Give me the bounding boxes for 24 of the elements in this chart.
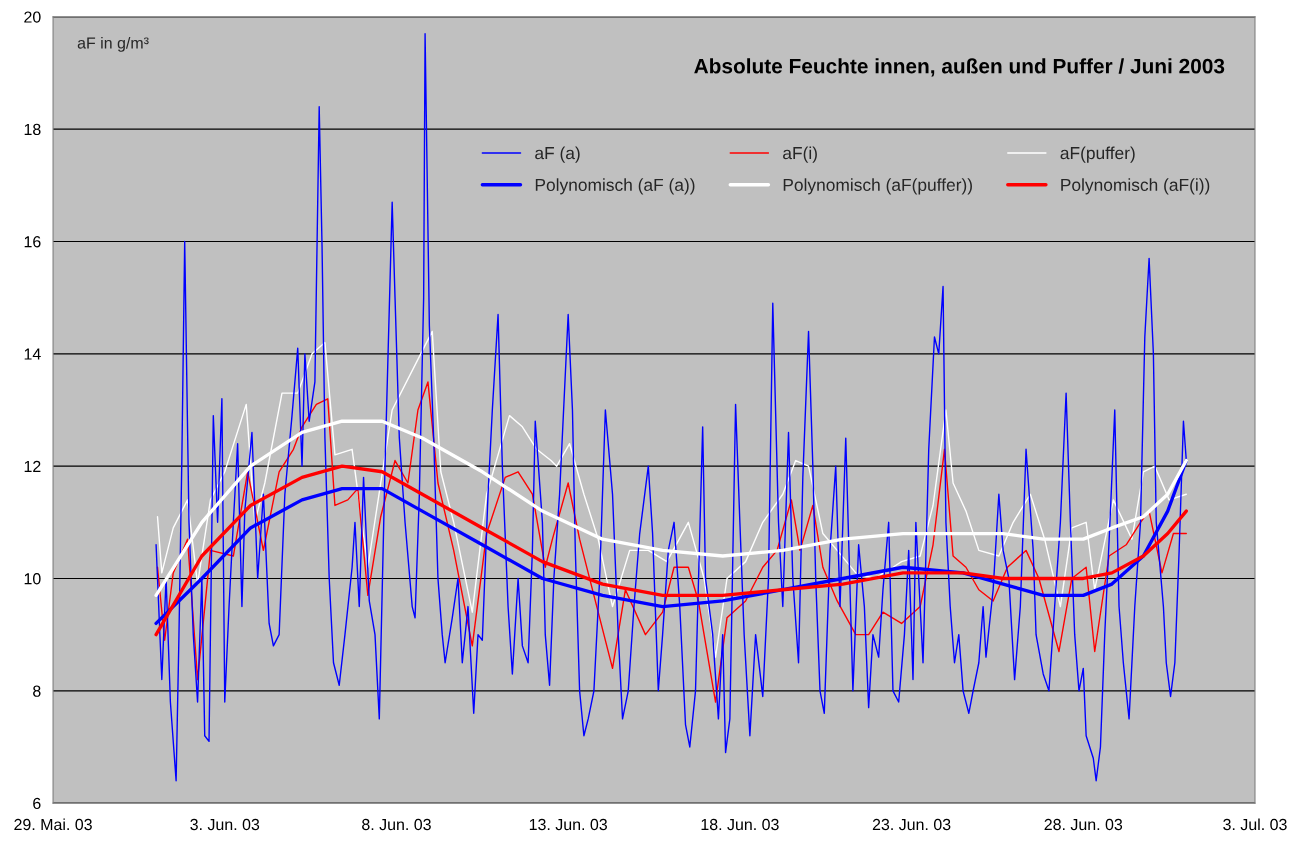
legend-label: aF (a): [535, 146, 580, 163]
x-tick-label: 23. Jun. 03: [872, 818, 951, 831]
x-tick-label: 3. Jul. 03: [1223, 818, 1287, 831]
y-tick-label: 20: [24, 11, 41, 23]
x-tick-label: 18. Jun. 03: [701, 818, 779, 831]
text: Absolute Feuchte innen, außen und Puffer / Juni 2003: [694, 58, 1225, 77]
y-tick-label: 8: [33, 685, 41, 697]
y-tick-label: 10: [24, 573, 41, 585]
legend-label: Polynomisch (aF (a)): [535, 178, 695, 195]
y-tick-label: 16: [24, 236, 41, 248]
legend-label: aF(puffer): [1060, 146, 1135, 163]
y-tick-label: 14: [24, 348, 41, 360]
x-tick-label: 28. Jun. 03: [1044, 818, 1123, 831]
x-tick-label: 29. Mai. 03: [14, 818, 92, 831]
x-tick-label: 3. Jun. 03: [190, 818, 260, 831]
y-tick-label: 18: [24, 123, 41, 136]
y-tick-label: 12: [24, 460, 41, 472]
legend-label: Polynomisch (aF(i)): [1061, 178, 1210, 195]
legend-label: Polynomisch (aF(puffer)): [783, 178, 972, 195]
x-tick-label: 8. Jun. 03: [362, 818, 431, 831]
y-axis-title: aF in g/m³: [77, 36, 149, 52]
legend-label: aF(i): [783, 146, 817, 163]
x-tick-label: 13. Jun. 03: [529, 818, 607, 831]
y-tick-label: 6: [33, 797, 41, 810]
